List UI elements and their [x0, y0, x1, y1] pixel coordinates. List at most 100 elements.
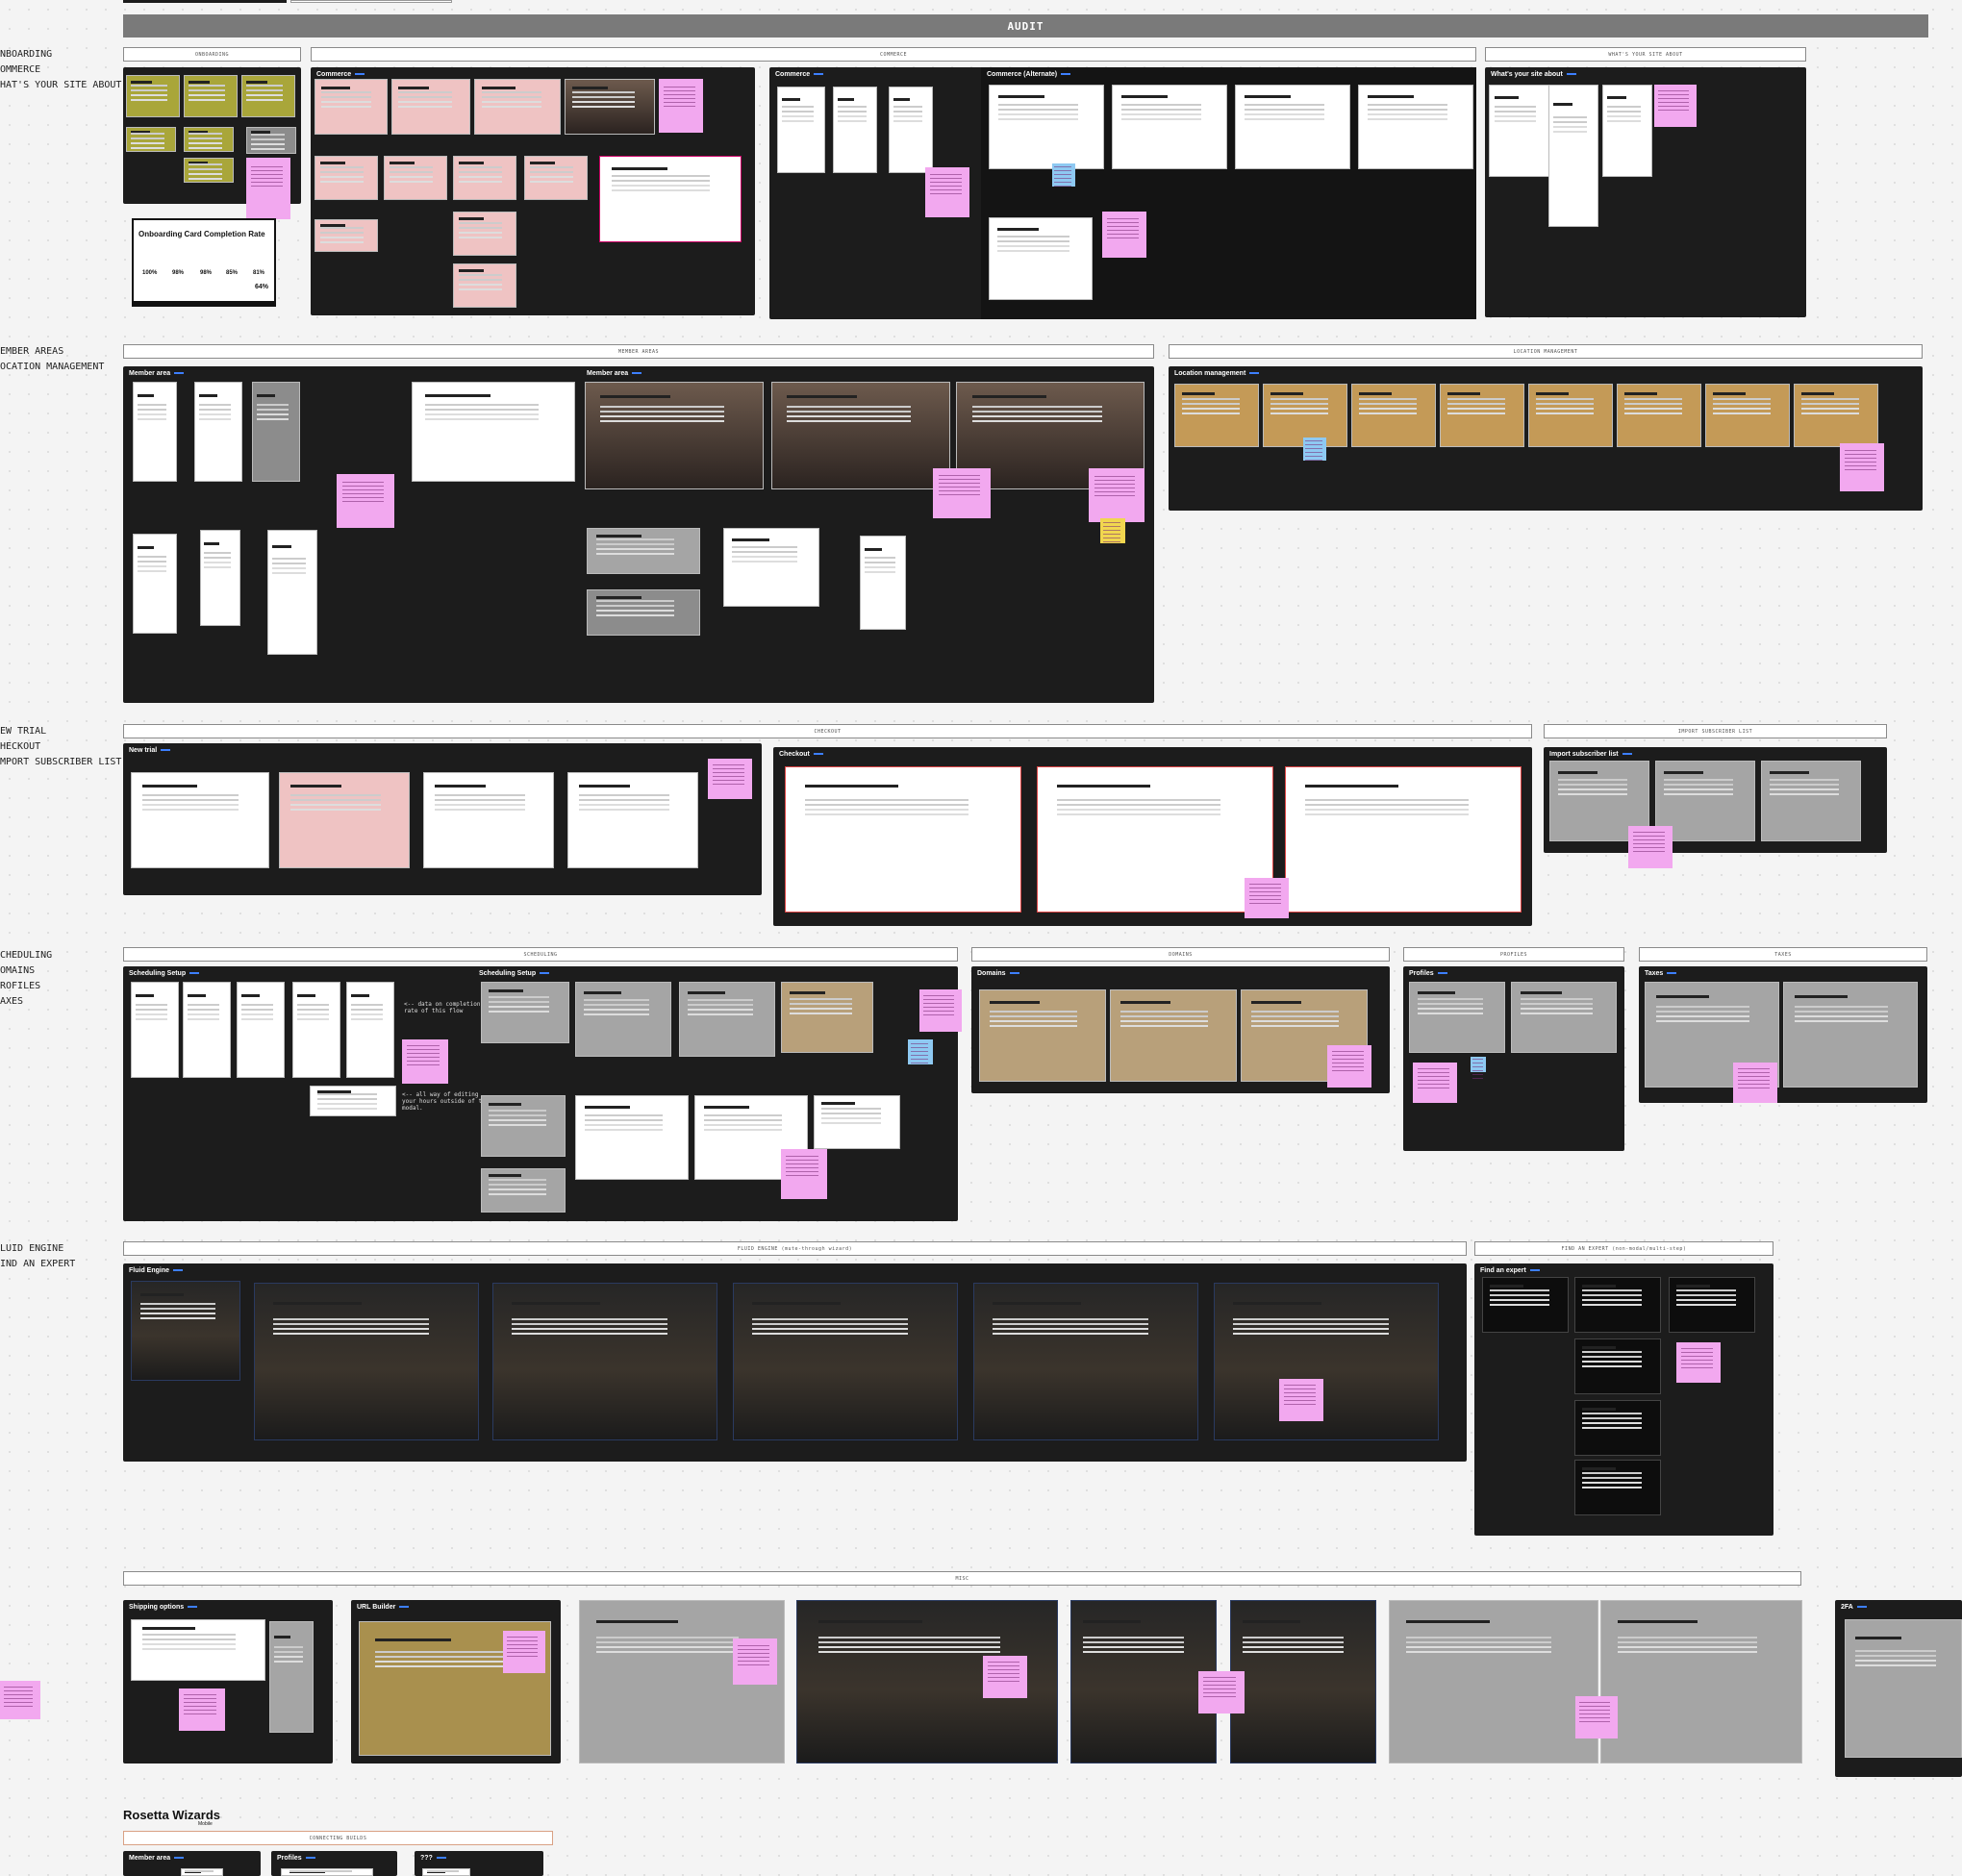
commerce-screen-4[interactable]: [565, 79, 655, 135]
onboarding-screen-7[interactable]: [246, 127, 296, 154]
fluid-screen-5[interactable]: [973, 1283, 1198, 1440]
fluid-screen-6[interactable]: [1214, 1283, 1439, 1440]
trial-screen-2[interactable]: [279, 772, 410, 868]
onboarding-screen-4[interactable]: [126, 127, 176, 152]
location-screen-3[interactable]: [1351, 384, 1436, 447]
commerce-alt-screen-5[interactable]: [989, 217, 1093, 300]
location-screen-7[interactable]: [1705, 384, 1790, 447]
shipping-screen-2[interactable]: [269, 1621, 314, 1733]
profiles-screen-1[interactable]: [1409, 982, 1505, 1053]
scheduling-screen-5[interactable]: [346, 982, 394, 1078]
expert-screen-3[interactable]: [1669, 1277, 1755, 1333]
member-screen-1[interactable]: [133, 382, 177, 482]
member-screen-5[interactable]: [771, 382, 950, 489]
member-screen-11[interactable]: [587, 589, 700, 636]
expert-screen-6[interactable]: [1574, 1460, 1661, 1515]
mobile-profiles-screen[interactable]: [281, 1868, 373, 1876]
scheduling-screen-9[interactable]: [679, 982, 775, 1057]
scheduling-screen-2[interactable]: [183, 982, 231, 1078]
misc-screen-buttons[interactable]: [1230, 1600, 1376, 1763]
scheduling-screen-7[interactable]: [481, 982, 569, 1043]
scheduling-screen-8[interactable]: [575, 982, 671, 1057]
member-screen-7[interactable]: [133, 534, 177, 634]
trial-screen-4[interactable]: [567, 772, 698, 868]
mobile-qqq-screen[interactable]: [422, 1868, 470, 1876]
commerce-screen-2[interactable]: [391, 79, 470, 135]
misc-screen-analytics[interactable]: [1389, 1600, 1598, 1763]
location-screen-1[interactable]: [1174, 384, 1259, 447]
location-screen-4[interactable]: [1440, 384, 1524, 447]
member-screen-10[interactable]: [587, 528, 700, 574]
location-screen-5[interactable]: [1528, 384, 1613, 447]
scheduling-screen-4[interactable]: [292, 982, 340, 1078]
location-screen-2[interactable]: [1263, 384, 1347, 447]
onboarding-screen-2[interactable]: [184, 75, 238, 117]
location-screen-8[interactable]: [1794, 384, 1878, 447]
onboarding-screen-5[interactable]: [184, 127, 234, 152]
checkout-screen-1[interactable]: [785, 766, 1021, 913]
trial-screen-1[interactable]: [131, 772, 269, 868]
mobile-member-screen[interactable]: [181, 1868, 223, 1876]
scheduling-screen-3[interactable]: [237, 982, 285, 1078]
twofa-screen[interactable]: [1845, 1619, 1962, 1758]
domains-screen-2[interactable]: [1110, 989, 1237, 1082]
scheduling-screen-14[interactable]: [814, 1095, 900, 1149]
scheduling-screen-12[interactable]: [575, 1095, 689, 1180]
profiles-screen-2[interactable]: [1511, 982, 1617, 1053]
trial-screen-3[interactable]: [423, 772, 554, 868]
commerce2-screen-2[interactable]: [833, 87, 877, 173]
commerce-alt-screen-3[interactable]: [1235, 85, 1350, 169]
member-screen-4[interactable]: [585, 382, 764, 489]
expert-screen-5[interactable]: [1574, 1400, 1661, 1456]
expert-screen-2[interactable]: [1574, 1277, 1661, 1333]
site-about-screen-3[interactable]: [1602, 85, 1652, 177]
expert-screen-1[interactable]: [1482, 1277, 1569, 1333]
misc-screen-guidance[interactable]: [1600, 1600, 1802, 1763]
expert-screen-4[interactable]: [1574, 1338, 1661, 1394]
member-screen-13[interactable]: [860, 536, 906, 630]
taxes-screen-2[interactable]: [1783, 982, 1918, 1088]
import-screen-3[interactable]: [1761, 761, 1861, 841]
commerce-screen-7[interactable]: [453, 156, 516, 200]
onboarding-screen-3[interactable]: [241, 75, 295, 117]
commerce-screen-10[interactable]: [314, 219, 378, 252]
member-screen-12[interactable]: [723, 528, 819, 607]
commerce-screen-11[interactable]: [453, 212, 516, 256]
domains-screen-3[interactable]: [1241, 989, 1368, 1082]
top-tab-left[interactable]: [123, 0, 287, 3]
checkout-screen-2[interactable]: [1037, 766, 1273, 913]
onboarding-screen-6[interactable]: [184, 158, 234, 183]
scheduling-screen-10[interactable]: [781, 982, 873, 1053]
commerce-screen-8[interactable]: [524, 156, 588, 200]
onboarding-screen-1[interactable]: [126, 75, 180, 117]
site-about-screen-2[interactable]: [1548, 85, 1598, 227]
member-screen-8[interactable]: [200, 530, 240, 626]
member-screen-3[interactable]: [252, 382, 300, 482]
commerce2-screen-3[interactable]: [889, 87, 933, 173]
commerce-screen-6[interactable]: [384, 156, 447, 200]
shipping-screen-1[interactable]: [131, 1619, 265, 1681]
commerce-screen-12[interactable]: [453, 263, 516, 308]
scheduling-screen-11[interactable]: [481, 1095, 566, 1157]
site-about-screen-1[interactable]: [1489, 85, 1550, 177]
commerce-alt-screen-1[interactable]: [989, 85, 1104, 169]
scheduling-screen-1[interactable]: [131, 982, 179, 1078]
fluid-screen-4[interactable]: [733, 1283, 958, 1440]
fluid-screen-2[interactable]: [254, 1283, 479, 1440]
fluid-screen-3[interactable]: [492, 1283, 717, 1440]
scheduling-screen-15[interactable]: [481, 1168, 566, 1213]
commerce-screen-5[interactable]: [314, 156, 378, 200]
misc-screen-bg-art[interactable]: [1070, 1600, 1217, 1763]
member-screen-9[interactable]: [267, 530, 317, 655]
commerce-screen-9[interactable]: [599, 156, 742, 242]
fluid-screen-1[interactable]: [131, 1281, 240, 1381]
location-screen-6[interactable]: [1617, 384, 1701, 447]
commerce-screen-1[interactable]: [314, 79, 388, 135]
member-modal-1[interactable]: [412, 382, 575, 482]
top-tab-right[interactable]: [290, 0, 452, 3]
member-screen-2[interactable]: [194, 382, 242, 482]
commerce-screen-3[interactable]: [474, 79, 561, 135]
domains-screen-1[interactable]: [979, 989, 1106, 1082]
scheduling-screen-6[interactable]: [310, 1086, 396, 1116]
commerce-alt-screen-4[interactable]: [1358, 85, 1473, 169]
